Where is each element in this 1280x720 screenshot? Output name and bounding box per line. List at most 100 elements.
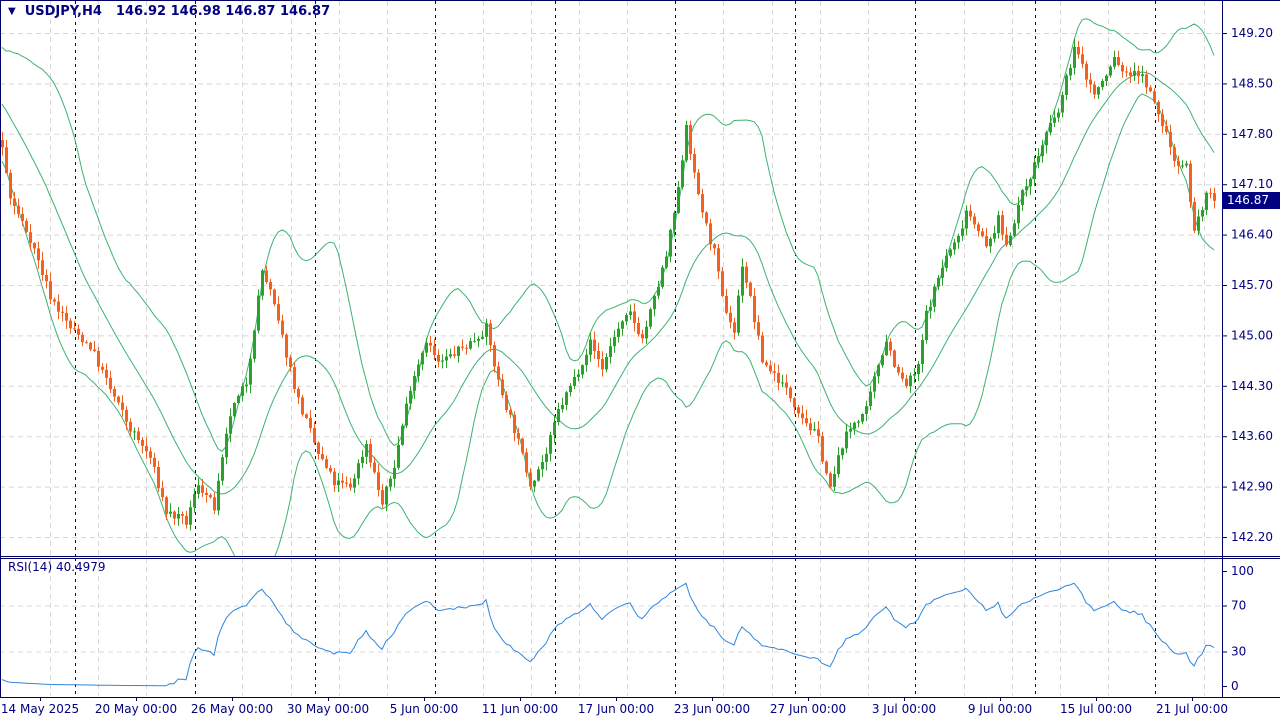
bear-candle-body — [809, 423, 812, 431]
bear-candle-body — [713, 244, 716, 249]
bull-candle-body — [405, 403, 408, 426]
bear-candle-body — [489, 323, 492, 346]
bear-candle-body — [289, 357, 292, 368]
bull-candle-body — [1057, 112, 1060, 118]
bear-candle-body — [709, 223, 712, 245]
bear-candle-body — [437, 355, 440, 362]
bear-candle-body — [129, 421, 132, 432]
bear-candle-body — [493, 345, 496, 367]
bear-candle-body — [201, 485, 204, 493]
bull-candle-body — [365, 444, 368, 457]
bear-candle-body — [61, 311, 64, 313]
bear-candle-body — [701, 194, 704, 213]
bull-candle-body — [921, 340, 924, 364]
bull-candle-body — [261, 270, 264, 296]
bull-candle-body — [485, 323, 488, 337]
bull-candle-body — [245, 384, 248, 387]
bull-candle-body — [997, 215, 1000, 234]
price-tick-label: 149.20 — [1231, 26, 1273, 40]
bear-candle-body — [317, 442, 320, 454]
bear-candle-body — [77, 328, 80, 335]
bear-candle-body — [153, 457, 156, 467]
bull-candle-body — [1201, 210, 1204, 217]
bear-candle-body — [1157, 101, 1160, 115]
bear-candle-body — [329, 467, 332, 472]
chart-title: USDJPY,H4 — [24, 4, 102, 19]
bull-candle-body — [613, 337, 616, 347]
bull-candle-body — [573, 377, 576, 386]
bear-candle-body — [1213, 193, 1216, 201]
bull-candle-body — [469, 341, 472, 349]
bull-candle-body — [741, 266, 744, 296]
bear-candle-body — [497, 366, 500, 380]
bull-candle-body — [837, 455, 840, 474]
bear-candle-body — [89, 342, 92, 350]
bull-candle-body — [393, 467, 396, 479]
bear-candle-body — [1089, 79, 1092, 85]
bull-candle-body — [881, 355, 884, 366]
bear-candle-body — [1077, 46, 1080, 55]
rsi-line — [1, 582, 1215, 687]
bull-candle-body — [617, 328, 620, 337]
bear-candle-body — [517, 433, 520, 439]
bear-candle-body — [1149, 87, 1152, 92]
bear-candle-body — [793, 398, 796, 408]
bull-candle-body — [913, 374, 916, 376]
bull-candle-body — [941, 267, 944, 278]
bull-candle-body — [609, 346, 612, 357]
bear-candle-body — [465, 347, 468, 349]
bear-candle-body — [729, 312, 732, 323]
bull-candle-body — [233, 403, 236, 417]
bear-candle-body — [1121, 65, 1124, 72]
bear-candle-body — [269, 282, 272, 290]
bull-candle-body — [225, 433, 228, 458]
time-tick-label: 20 May 00:00 — [95, 702, 177, 716]
bull-candle-body — [169, 511, 172, 514]
symbol-menu-icon[interactable]: ▼ — [8, 6, 16, 17]
time-tick-label: 21 Jul 00:00 — [1156, 702, 1228, 716]
bear-candle-body — [381, 490, 384, 505]
bull-candle-body — [1185, 163, 1188, 166]
bear-candle-body — [501, 379, 504, 396]
bull-candle-body — [669, 229, 672, 257]
bull-candle-body — [1025, 186, 1028, 191]
rsi-indicator-label: RSI(14) 40.4979 — [8, 560, 106, 574]
bull-candle-body — [421, 352, 424, 365]
bull-candle-body — [653, 295, 656, 310]
bear-candle-body — [9, 172, 12, 199]
bear-candle-body — [341, 480, 344, 483]
bear-candle-body — [37, 248, 40, 261]
bear-candle-body — [985, 236, 988, 247]
bull-candle-body — [545, 453, 548, 462]
bull-candle-body — [389, 478, 392, 487]
bull-candle-body — [473, 340, 476, 342]
bull-candle-body — [621, 321, 624, 329]
bear-candle-body — [601, 359, 604, 370]
bull-candle-body — [845, 431, 848, 449]
bear-candle-body — [749, 282, 752, 296]
bull-candle-body — [1105, 75, 1108, 81]
bull-candle-body — [257, 295, 260, 331]
bull-candle-body — [1033, 162, 1036, 180]
bear-candle-body — [977, 224, 980, 232]
bear-candle-body — [893, 350, 896, 367]
candles-layer — [1, 38, 1216, 531]
bull-candle-body — [1141, 74, 1144, 77]
bear-candle-body — [305, 414, 308, 418]
current-price-badge: 146.87 — [1222, 192, 1280, 209]
bull-candle-body — [449, 354, 452, 357]
bear-candle-body — [897, 366, 900, 373]
bull-candle-body — [993, 233, 996, 239]
bear-candle-body — [81, 334, 84, 343]
bear-candle-body — [453, 354, 456, 356]
bear-candle-body — [285, 334, 288, 358]
bear-candle-body — [1125, 71, 1128, 73]
bear-candle-body — [41, 260, 44, 275]
price-tick-label: 147.80 — [1231, 127, 1273, 141]
bull-candle-body — [1133, 70, 1136, 76]
bear-candle-body — [1137, 70, 1140, 77]
bull-candle-body — [833, 474, 836, 487]
bear-candle-body — [717, 248, 720, 272]
bull-candle-body — [1197, 216, 1200, 231]
